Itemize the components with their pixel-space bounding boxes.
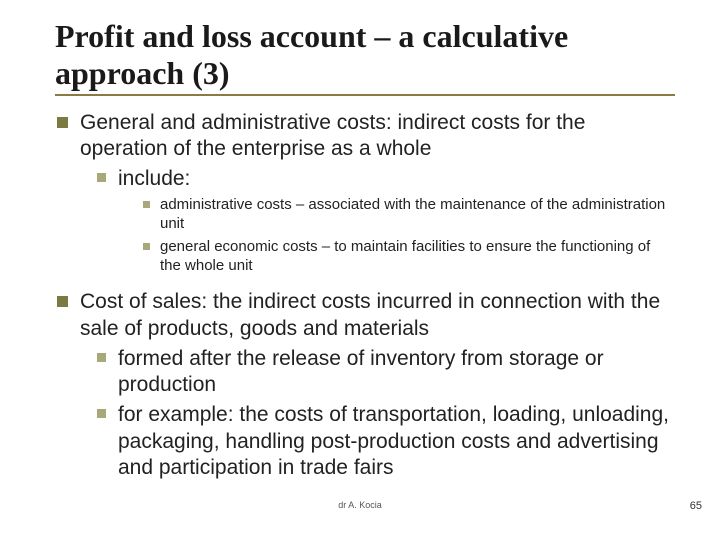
- list-item: for example: the costs of transportation…: [97, 402, 675, 481]
- bullet-square-icon: [97, 353, 106, 362]
- slide: Profit and loss account – a calculative …: [0, 0, 720, 540]
- bullet-text: General and administrative costs: indire…: [80, 110, 675, 163]
- bullet-square-icon: [57, 296, 68, 307]
- list-item: Cost of sales: the indirect costs incurr…: [57, 289, 675, 342]
- bullet-text: include:: [118, 166, 190, 192]
- page-number: 65: [690, 500, 702, 512]
- list-item: General and administrative costs: indire…: [57, 110, 675, 163]
- bullet-text: for example: the costs of transportation…: [118, 402, 675, 481]
- bullet-text: administrative costs – associated with t…: [160, 196, 675, 234]
- list-item: general economic costs – to maintain fac…: [143, 238, 675, 276]
- bullet-text: general economic costs – to maintain fac…: [160, 238, 675, 276]
- bullet-text: formed after the release of inventory fr…: [118, 346, 675, 399]
- list-item: administrative costs – associated with t…: [143, 196, 675, 234]
- bullet-square-icon: [97, 409, 106, 418]
- list-item: include:: [97, 166, 675, 192]
- bullet-square-icon: [143, 201, 150, 208]
- list-item: formed after the release of inventory fr…: [97, 346, 675, 399]
- bullet-square-icon: [97, 173, 106, 182]
- bullet-text: Cost of sales: the indirect costs incurr…: [80, 289, 675, 342]
- bullet-square-icon: [143, 243, 150, 250]
- slide-title: Profit and loss account – a calculative …: [55, 18, 675, 96]
- footer-author: dr A. Kocia: [0, 500, 720, 510]
- bullet-square-icon: [57, 117, 68, 128]
